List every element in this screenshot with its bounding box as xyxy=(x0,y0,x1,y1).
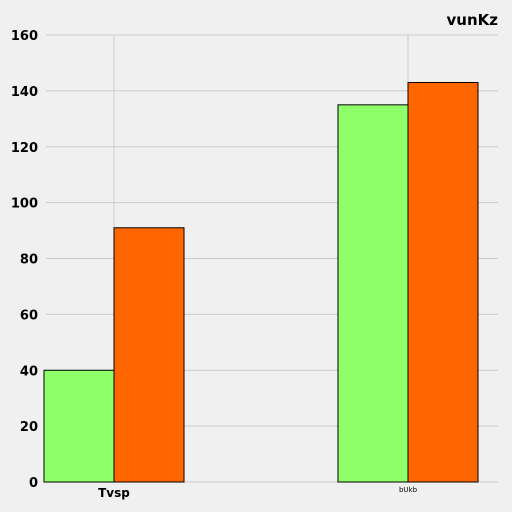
x-axis-ticks: Tvsp bUkb xyxy=(98,486,417,500)
y-tick-label: 0 xyxy=(29,476,38,491)
bar-Tvsp-series-2 xyxy=(113,227,185,483)
chart-title: vunKz xyxy=(447,11,499,29)
bar-bUkb-series-1 xyxy=(337,104,409,483)
y-tick-label: 160 xyxy=(11,29,38,44)
y-tick-label: 20 xyxy=(20,420,38,435)
bar-Tvsp-series-1 xyxy=(43,369,115,483)
x-tick-label: bUkb xyxy=(399,486,418,494)
bar-bUkb-series-2 xyxy=(407,81,479,483)
x-tick-label: Tvsp xyxy=(98,486,130,500)
y-tick-label: 120 xyxy=(11,141,38,156)
y-tick-label: 60 xyxy=(20,308,38,323)
y-axis-ticks: 0 20 40 60 80 100 120 140 160 xyxy=(11,29,38,491)
y-tick-label: 40 xyxy=(20,364,38,379)
y-tick-label: 100 xyxy=(11,197,38,212)
y-tick-label: 140 xyxy=(11,85,38,100)
bars xyxy=(43,81,479,483)
y-tick-label: 80 xyxy=(20,253,38,268)
